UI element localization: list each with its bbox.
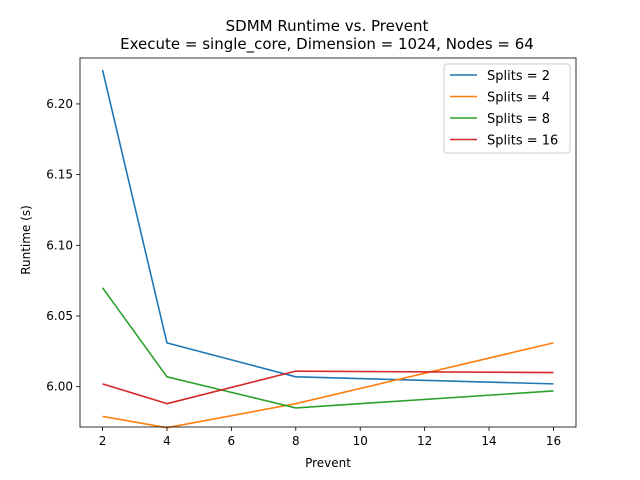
chart-subtitle: Execute = single_core, Dimension = 1024,… — [120, 35, 534, 54]
series-line-1 — [101, 69, 554, 385]
x-tick-label: 14 — [481, 434, 496, 448]
y-tick-label: 6.15 — [46, 168, 73, 182]
legend-label: Splits = 4 — [487, 91, 550, 106]
plot-frame — [79, 57, 577, 428]
x-tick-label: 8 — [292, 434, 300, 448]
plot-area: 2 4 6 8 10 12 14 16 6.00 6.05 6.10 6.15 6.20 Splits =… — [46, 57, 577, 448]
x-tick-label: 12 — [417, 434, 432, 448]
x-tick-label: 4 — [163, 434, 171, 448]
legend-label: Splits = 16 — [487, 134, 558, 149]
legend-label: Splits = 2 — [487, 69, 550, 84]
y-tick-label: 6.00 — [46, 380, 73, 394]
y-tick-label: 6.10 — [46, 238, 73, 252]
x-tick-label: 6 — [228, 434, 236, 448]
series-line-2 — [102, 342, 554, 429]
series-line-3 — [101, 287, 554, 409]
x-tick-label: 2 — [99, 434, 107, 448]
chart-title: SDMM Runtime vs. Prevent — [226, 17, 429, 35]
legend-label: Splits = 8 — [487, 112, 550, 127]
legend-box — [443, 63, 571, 154]
y-tick-label: 6.20 — [46, 97, 73, 111]
y-axis-label: Runtime (s) — [19, 205, 33, 275]
series-line-4 — [102, 370, 554, 405]
x-axis-label: Prevent — [305, 456, 351, 470]
x-tick-label: 16 — [546, 434, 561, 448]
x-tick-label: 10 — [353, 434, 368, 448]
y-tick-label: 6.05 — [46, 309, 73, 323]
